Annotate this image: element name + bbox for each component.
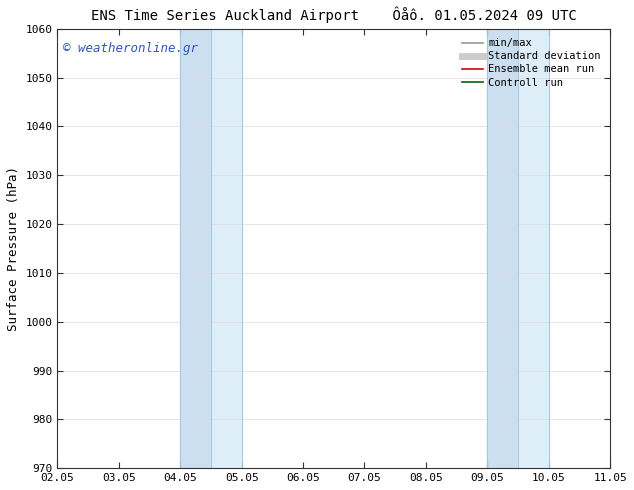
Title: ENS Time Series Auckland Airport    Ôåô. 01.05.2024 09 UTC: ENS Time Series Auckland Airport Ôåô. 01… <box>91 7 577 24</box>
Bar <box>518 29 549 468</box>
Y-axis label: Surface Pressure (hPa): Surface Pressure (hPa) <box>7 166 20 331</box>
Legend: min/max, Standard deviation, Ensemble mean run, Controll run: min/max, Standard deviation, Ensemble me… <box>458 34 605 92</box>
Bar <box>211 29 242 468</box>
Bar <box>180 29 211 468</box>
Bar <box>488 29 518 468</box>
Text: © weatheronline.gr: © weatheronline.gr <box>63 42 198 55</box>
